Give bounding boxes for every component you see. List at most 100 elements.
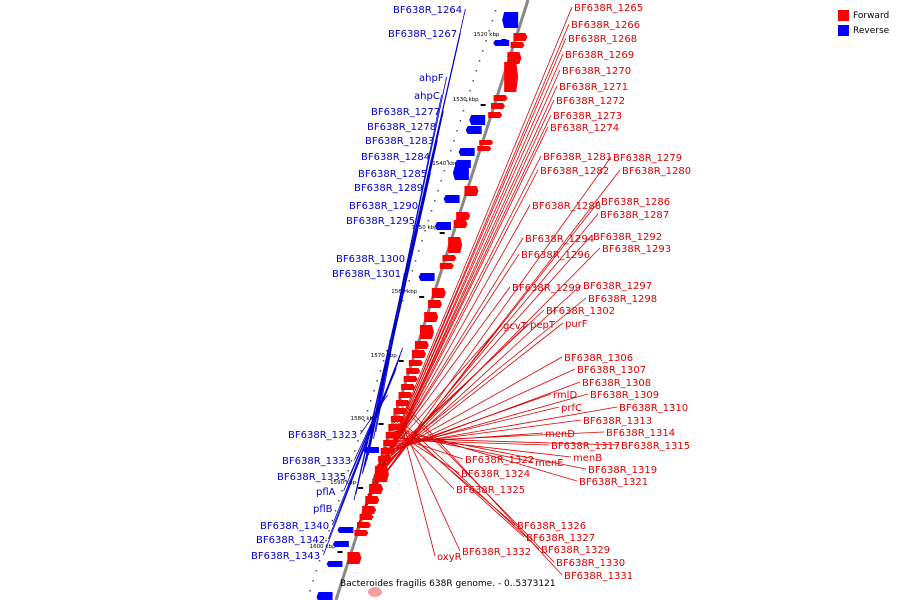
minor-tick (414, 260, 417, 262)
reverse-gene (337, 527, 354, 533)
gene-label-bf638r-1301: BF638R_1301 (332, 269, 401, 280)
gene-label-bf638r-1277: BF638R_1277 (371, 107, 440, 118)
reverse-gene (465, 126, 482, 134)
gene-label-bf638r-1286: BF638R_1286 (601, 197, 670, 208)
connector-pfla (343, 369, 396, 492)
gene-label-bf638r-1324: BF638R_1324 (461, 469, 530, 480)
forward-gene (408, 360, 423, 366)
gene-label-pept: pepT (530, 320, 556, 331)
gene-label-bf638r-1296: BF638R_1296 (521, 250, 590, 261)
gene-label-bf638r-1329: BF638R_1329 (541, 545, 610, 556)
minor-tick (357, 440, 359, 442)
tick-label: 1580 kbp (351, 416, 377, 422)
forward-gene (403, 376, 418, 382)
legend: Forward Reverse (838, 8, 889, 38)
gene-label-bf638r-1313: BF638R_1313 (583, 416, 652, 427)
minor-tick (472, 80, 474, 82)
forward-gene (479, 140, 494, 145)
forward-gene (414, 341, 429, 349)
forward-gene (365, 496, 380, 504)
gene-label-bf638r-1265: BF638R_1265 (574, 3, 643, 14)
gene-label-bf638r-1278: BF638R_1278 (367, 122, 436, 133)
gene-label-bf638r-1267: BF638R_1267 (388, 29, 457, 40)
reverse-gene (362, 447, 379, 453)
minor-tick (382, 360, 385, 362)
minor-tick (430, 210, 433, 212)
forward-gene (504, 62, 519, 92)
reverse-gene (502, 12, 519, 28)
reverse-gene (458, 148, 475, 156)
forward-gene (477, 146, 492, 151)
legend-label-reverse: Reverse (853, 25, 890, 36)
gene-label-bf638r-1315: BF638R_1315 (621, 441, 690, 452)
gene-label-bf638r-1272: BF638R_1272 (556, 96, 625, 107)
connector-layer (323, 6, 621, 576)
reverse-gene (418, 273, 435, 281)
minor-tick (418, 250, 420, 252)
minor-tick (462, 110, 465, 112)
minor-tick (427, 220, 430, 222)
gene-label-bf638r-1319: BF638R_1319 (588, 465, 657, 476)
forward-gene (354, 530, 369, 536)
gene-label-bf638r-1317: BF638R_1317 (551, 441, 620, 452)
minor-tick (386, 350, 388, 352)
minor-tick (482, 50, 484, 52)
forward-gene (383, 440, 398, 446)
minor-tick (309, 590, 311, 592)
forward-gene (424, 312, 439, 322)
forward-gene-faded (368, 587, 382, 597)
forward-gene (510, 42, 525, 48)
minor-tick (466, 100, 468, 102)
minor-tick (331, 520, 334, 522)
connector-bf638r-1327 (391, 417, 525, 538)
legend-label-forward: Forward (853, 10, 890, 21)
genome-caption: Bacteroides fragilis 638R genome. - 0..5… (340, 579, 556, 589)
connector-bf638r-1332 (394, 409, 461, 552)
minor-tick (344, 480, 346, 482)
gene-label-bf638r-1289: BF638R_1289 (354, 183, 423, 194)
gene-label-mene: menE (535, 458, 564, 469)
forward-gene (378, 456, 393, 462)
gene-label-oxyr: oxyR (437, 552, 462, 563)
gene-label-bf638r-1264: BF638R_1264 (393, 5, 462, 16)
connector-bf638r-1321 (389, 425, 578, 482)
forward-gene (396, 400, 410, 406)
forward-gene (390, 416, 405, 422)
minor-tick (338, 500, 340, 502)
minor-tick (405, 290, 407, 292)
connector-bf638r-1325 (390, 423, 455, 490)
minor-tick (446, 160, 449, 162)
tick-label: 1590 kbp (330, 480, 356, 486)
minor-tick (494, 10, 497, 12)
gene-label-bf638r-1280: BF638R_1280 (622, 166, 691, 177)
connector-bf638r-1267 (355, 32, 461, 495)
gene-label-pflb: pflB (313, 504, 333, 515)
reverse-gene (326, 561, 343, 567)
connector-menb (386, 435, 572, 458)
reverse-gene (443, 195, 460, 203)
forward-gene (374, 466, 389, 482)
forward-gene (401, 384, 416, 390)
forward-gene (439, 263, 454, 269)
minor-tick (453, 140, 455, 142)
legend-item-reverse: Reverse (838, 23, 889, 38)
minor-tick (424, 230, 426, 232)
gene-label-bf638r-1282: BF638R_1282 (540, 166, 609, 177)
reverse-swatch (838, 25, 849, 36)
tick-label: 1530 kbp (453, 97, 479, 103)
minor-tick (434, 200, 436, 202)
gene-label-bf638r-1302: BF638R_1302 (546, 306, 615, 317)
minor-tick (411, 270, 414, 272)
connector-bf638r-1322 (386, 433, 464, 460)
forward-gene (431, 288, 446, 298)
gene-label-bf638r-1306: BF638R_1306 (564, 353, 633, 364)
tick-label: 1570 kbp (371, 353, 397, 359)
minor-tick (354, 450, 356, 452)
tick-label: 1600 kbp (310, 544, 336, 550)
forward-gene (362, 506, 377, 514)
gene-label-bf638r-1270: BF638R_1270 (562, 66, 631, 77)
tick-layer: 1520 kbp 1530 kbp 1540 kbp 1550 kbp 1560 kbp… (309, 10, 507, 592)
forward-gene (412, 350, 426, 358)
gene-label-bf638r-1326: BF638R_1326 (517, 521, 586, 532)
connector-bf638r-1319 (388, 429, 587, 470)
